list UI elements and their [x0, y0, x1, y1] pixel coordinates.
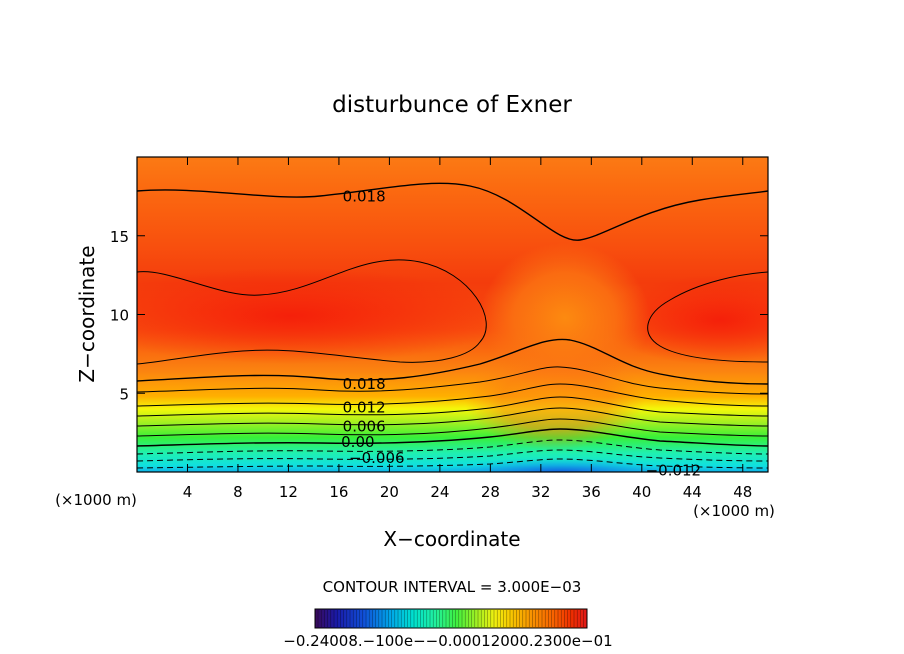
colorbar-stripes — [317, 610, 584, 627]
contour-field — [137, 157, 768, 472]
x-tick-label: 32 — [531, 483, 550, 501]
contour-label: 0.012 — [343, 398, 386, 416]
contour-label: 0.018 — [343, 187, 386, 205]
y-axis-label: Z−coordinate — [75, 245, 99, 382]
x-tick-label: 28 — [481, 483, 500, 501]
contour-line-000 — [137, 428, 768, 447]
x-tick-label: 36 — [582, 483, 601, 501]
x-unit-left: (×1000 m) — [55, 491, 137, 509]
chart-title: disturbunce of Exner — [332, 92, 572, 118]
y-axis: 5 10 15 — [110, 228, 768, 403]
contour-line-006 — [137, 407, 768, 427]
contour-line-outer-right — [647, 271, 768, 363]
x-axis-label: X−coordinate — [383, 527, 520, 551]
blue-pool — [440, 458, 680, 472]
contour-line-top — [137, 182, 768, 241]
x-tick-label: 16 — [329, 483, 348, 501]
contour-label: 0.018 — [343, 375, 386, 393]
x-tick-label: 44 — [683, 483, 702, 501]
y-tick-label: 10 — [110, 307, 129, 325]
x-tick-label: 48 — [733, 483, 752, 501]
contour-line-003 — [137, 418, 768, 437]
contour-lines — [137, 182, 768, 469]
hot-core-left — [137, 268, 510, 364]
colorbar — [314, 608, 588, 629]
x-tick-label: 8 — [233, 483, 243, 501]
contour-line-012 — [137, 383, 768, 407]
y-tick-label: 5 — [119, 385, 129, 403]
contour-label: 0.00 — [341, 433, 374, 451]
contour-label: −0.006 — [349, 449, 405, 467]
contour-line-outer-upper — [137, 259, 487, 365]
x-tick-label: 40 — [632, 483, 651, 501]
contour-interval-text: CONTOUR INTERVAL = 3.000E−03 — [323, 578, 582, 596]
x-tick-label: 24 — [430, 483, 449, 501]
x-tick-label: 20 — [380, 483, 399, 501]
y-tick-label: 15 — [110, 228, 129, 246]
x-axis: 4 8 12 16 20 24 28 32 36 40 44 48 — [183, 157, 752, 501]
contour-label: −0.012 — [646, 461, 702, 479]
x-unit-right: (×1000 m) — [693, 502, 775, 520]
contour-line-018-lower — [137, 338, 768, 385]
colorbar-tick-labels: −0.24008.−100e−−0.00012000.2300e−01 — [283, 632, 612, 650]
contour-line-009 — [137, 396, 768, 417]
x-tick-label: 12 — [279, 483, 298, 501]
x-tick-label: 4 — [183, 483, 193, 501]
contour-line-015 — [137, 366, 768, 395]
contour-label: 0.006 — [343, 417, 386, 435]
